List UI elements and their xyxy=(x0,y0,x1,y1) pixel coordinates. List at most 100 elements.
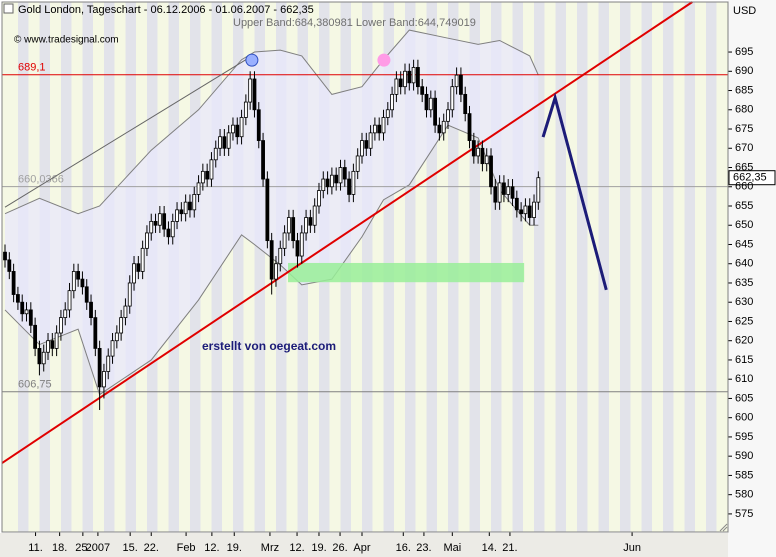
candle-body xyxy=(342,167,347,180)
candle-body xyxy=(368,132,373,149)
candle-body xyxy=(175,209,179,222)
candle-body xyxy=(256,109,261,141)
week-stripe xyxy=(577,2,588,532)
y-tick-label: 625 xyxy=(735,315,753,327)
candle-body xyxy=(41,351,46,365)
resize-grip xyxy=(719,523,728,532)
candle-body xyxy=(170,220,175,238)
candle-body xyxy=(446,109,450,122)
candle-body xyxy=(59,317,63,334)
candle-body xyxy=(24,309,29,315)
candle-body xyxy=(89,301,93,319)
y-tick-label: 630 xyxy=(735,296,753,308)
week-stripe xyxy=(641,2,652,532)
candle-body xyxy=(71,271,76,292)
chart-title: Gold London, Tageschart - 06.12.2006 - 0… xyxy=(18,4,314,16)
candle-body xyxy=(428,97,433,111)
candle-body xyxy=(441,120,446,134)
candle-body xyxy=(97,348,102,388)
x-tick-label: Mrz xyxy=(261,542,279,554)
candle-body xyxy=(532,201,536,218)
candle-body xyxy=(205,170,210,180)
candle-body xyxy=(132,263,136,284)
y-tick-label: 615 xyxy=(735,354,753,366)
candle-body xyxy=(252,78,257,111)
candle-body xyxy=(514,197,519,211)
y-tick-label: 605 xyxy=(735,392,753,404)
week-stripe xyxy=(233,2,244,532)
candle-body xyxy=(3,251,7,261)
y-tick-label: 695 xyxy=(735,46,753,58)
candle-body xyxy=(471,140,476,157)
candle-body xyxy=(67,290,72,311)
y-tick-label: 665 xyxy=(735,161,753,173)
candle-body xyxy=(308,217,313,226)
candle-body xyxy=(398,78,403,88)
candle-body xyxy=(420,86,425,95)
candle-body xyxy=(274,263,278,280)
week-stripe xyxy=(598,2,609,532)
week-stripe xyxy=(534,2,545,532)
candle-body xyxy=(484,155,489,165)
candle-body xyxy=(136,263,141,272)
candle-body xyxy=(196,182,201,195)
level-label: 689,1 xyxy=(18,62,46,74)
marker xyxy=(245,53,259,67)
x-tick-label: 26. xyxy=(332,542,347,554)
candle-body xyxy=(502,182,506,195)
trendline xyxy=(1,1,693,464)
candle-body xyxy=(37,348,42,365)
week-stripe xyxy=(276,2,287,532)
candle-body xyxy=(467,113,472,141)
plot-frame xyxy=(1,1,729,533)
annotation: erstellt von oegeat.com xyxy=(202,339,336,353)
candle-body xyxy=(299,232,304,257)
candle-body xyxy=(360,140,364,157)
candle-body xyxy=(188,201,192,211)
candle-body xyxy=(50,340,55,349)
candle-body xyxy=(261,140,265,180)
candle-body xyxy=(209,159,214,180)
y-tick-label: 580 xyxy=(735,489,753,501)
candle-body xyxy=(93,317,98,349)
candle-body xyxy=(248,78,253,103)
x-tick-label: 21. xyxy=(502,542,517,554)
y-tick-label: 575 xyxy=(735,508,753,520)
level-label: 660,0366 xyxy=(18,174,64,186)
candle-body xyxy=(317,190,321,207)
candle-body xyxy=(222,136,227,149)
last-price-box xyxy=(728,170,776,186)
trendline xyxy=(4,56,251,208)
candle-body xyxy=(102,371,106,388)
candle-body xyxy=(536,177,541,203)
candle-body xyxy=(519,209,524,215)
y-axis-strip xyxy=(728,0,776,557)
candle-body xyxy=(119,317,124,334)
candle-body xyxy=(385,109,390,118)
x-tick-label: Feb xyxy=(177,542,196,554)
candle-body xyxy=(110,340,115,357)
last-price-label: 662,35 xyxy=(733,172,767,184)
x-tick-label: Jun xyxy=(623,542,641,554)
candle-body xyxy=(179,209,184,215)
candle-body xyxy=(76,271,81,280)
x-tick-label: 12. xyxy=(289,542,304,554)
candle-body xyxy=(114,332,119,342)
candle-body xyxy=(243,101,248,118)
y-tick-label: 585 xyxy=(735,469,753,481)
candle-body xyxy=(424,93,429,111)
candle-body xyxy=(286,217,291,234)
week-stripe xyxy=(684,2,695,532)
candle-body xyxy=(351,170,356,195)
band-line xyxy=(4,29,539,215)
candle-body xyxy=(338,167,343,184)
x-tick-label: 25. xyxy=(75,542,90,554)
candle-body xyxy=(84,286,89,303)
week-stripe xyxy=(663,2,674,532)
candle-body xyxy=(265,178,270,242)
y-tick-label: 650 xyxy=(735,219,753,231)
candle-body xyxy=(231,124,235,134)
x-tick-label: 12. xyxy=(204,542,219,554)
candle-body xyxy=(489,155,493,188)
candle-body xyxy=(510,186,515,199)
